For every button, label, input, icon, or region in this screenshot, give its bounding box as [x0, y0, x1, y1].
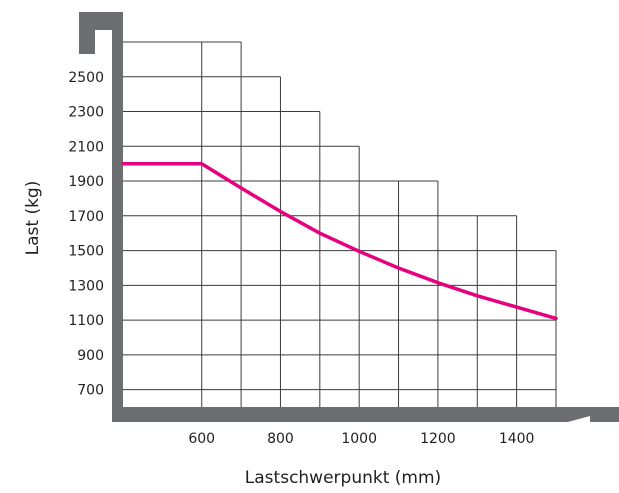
y-tick-label: 900 [77, 348, 104, 364]
grid [123, 41, 557, 407]
y-tick-label: 1300 [68, 278, 104, 294]
x-tick-label: 600 [188, 431, 215, 447]
y-tick-label: 1700 [68, 209, 104, 225]
x-axis-label: Lastschwerpunkt (mm) [245, 468, 441, 488]
y-axis-label: Last (kg) [23, 181, 43, 256]
y-tick-labels: 700 900 1100 1300 1500 1700 1900 2100 2300 2500 [68, 70, 104, 399]
x-tick-label: 1400 [499, 431, 535, 447]
x-tick-label: 1200 [420, 431, 456, 447]
y-tick-label: 2300 [68, 105, 104, 121]
y-tick-label: 1100 [68, 313, 104, 329]
x-tick-labels: 600 800 1000 1200 1400 [188, 431, 534, 447]
y-tick-label: 1500 [68, 244, 104, 260]
y-tick-label: 700 [77, 383, 104, 399]
x-axis-bar [112, 407, 619, 422]
y-tick-label: 1900 [68, 174, 104, 190]
series-line-0 [121, 161, 558, 321]
y-tick-label: 2500 [68, 70, 104, 86]
x-tick-label: 1000 [341, 431, 377, 447]
axis-frame [79, 12, 619, 422]
x-tick-label: 800 [267, 431, 294, 447]
y-axis-bar [79, 12, 123, 54]
y-tick-label: 2100 [68, 139, 104, 155]
series [121, 161, 558, 321]
y-axis-post [112, 30, 123, 422]
